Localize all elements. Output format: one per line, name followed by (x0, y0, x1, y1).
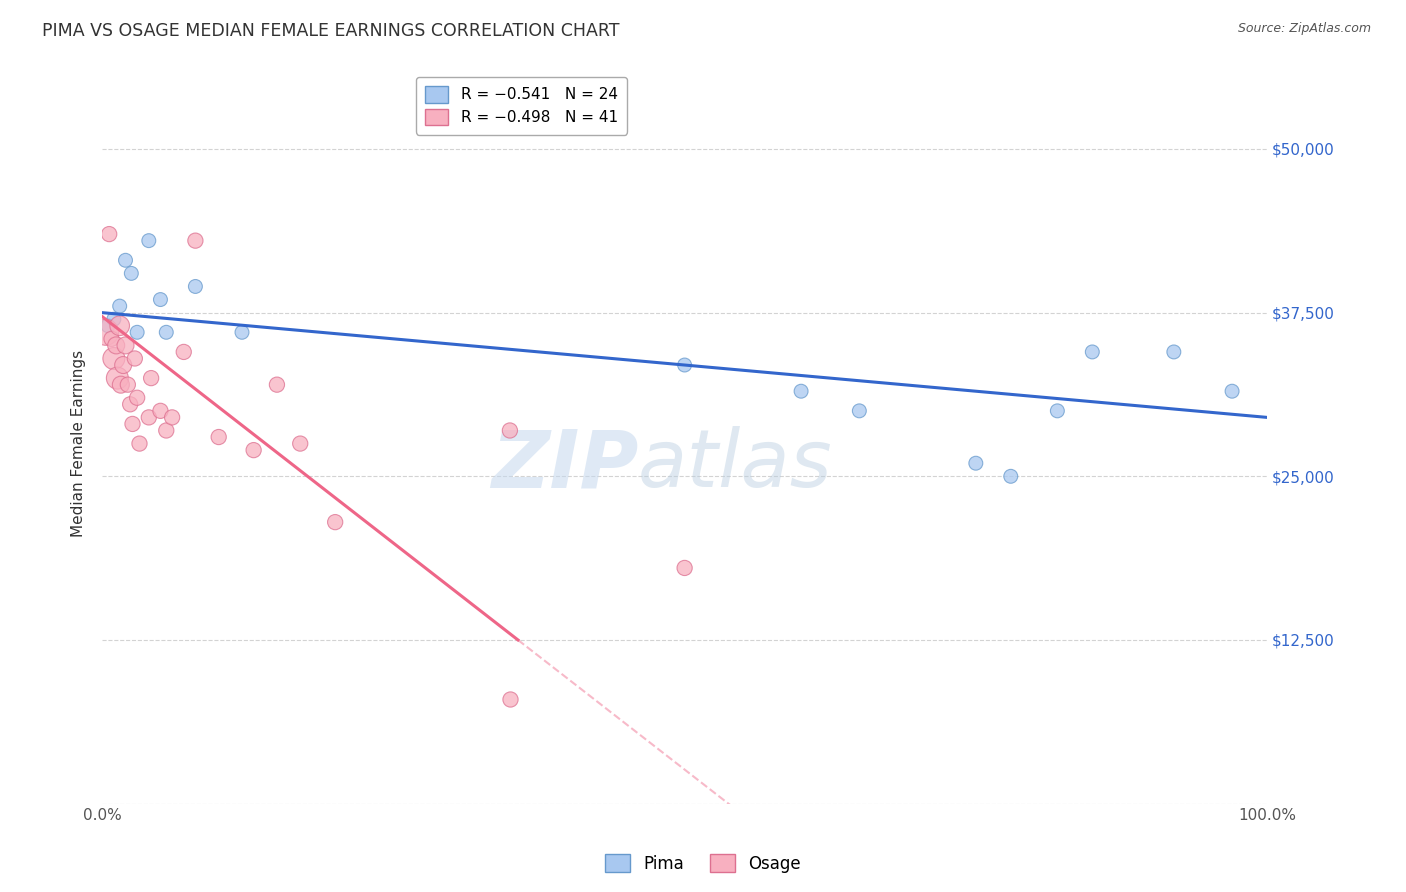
Point (790, 384, 813, 399)
Text: atlas: atlas (638, 426, 832, 504)
Point (105, 338, 128, 352)
Point (848, 404, 870, 418)
Point (673, 561, 696, 575)
Point (108, 318, 131, 333)
Point (1046, 404, 1069, 418)
Point (208, 430, 231, 444)
Text: Source: ZipAtlas.com: Source: ZipAtlas.com (1237, 22, 1371, 36)
Point (120, 397, 142, 411)
Point (138, 410, 160, 425)
Text: PIMA VS OSAGE MEDIAN FEMALE EARNINGS CORRELATION CHART: PIMA VS OSAGE MEDIAN FEMALE EARNINGS COR… (42, 22, 620, 40)
Point (124, 351, 146, 366)
Point (323, 515, 346, 529)
Point (499, 424, 522, 438)
Point (127, 391, 149, 405)
Point (127, 326, 149, 340)
Point (1081, 345, 1104, 359)
Point (94, 326, 117, 340)
Point (173, 345, 195, 359)
Point (121, 417, 143, 431)
Point (184, 279, 207, 293)
Text: ZIP: ZIP (491, 426, 638, 504)
Point (266, 377, 288, 392)
Point (1000, 469, 1022, 483)
Point (155, 326, 177, 340)
Point (97, 318, 120, 333)
Point (139, 371, 162, 385)
Point (965, 456, 987, 470)
Point (499, 691, 522, 706)
Legend: Pima, Osage: Pima, Osage (599, 847, 807, 880)
Y-axis label: Median Female Earnings: Median Female Earnings (72, 350, 86, 537)
Point (105, 371, 128, 385)
Point (110, 377, 132, 392)
Point (1220, 384, 1243, 399)
Point (231, 326, 253, 340)
Point (98, 227, 121, 241)
Point (155, 424, 177, 438)
Point (673, 358, 696, 372)
Point (149, 404, 172, 418)
Point (128, 436, 150, 450)
Point (114, 253, 136, 268)
Point (112, 358, 135, 372)
Point (160, 410, 183, 425)
Point (100, 332, 122, 346)
Point (120, 266, 142, 280)
Point (138, 234, 160, 248)
Point (149, 293, 172, 307)
Point (184, 234, 207, 248)
Point (242, 443, 264, 458)
Legend: R = −0.541   N = 24, R = −0.498   N = 41: R = −0.541 N = 24, R = −0.498 N = 41 (416, 77, 627, 135)
Point (290, 436, 312, 450)
Point (1163, 345, 1185, 359)
Point (108, 299, 131, 313)
Point (114, 338, 136, 352)
Point (103, 351, 125, 366)
Point (117, 377, 139, 392)
Point (103, 312, 125, 326)
